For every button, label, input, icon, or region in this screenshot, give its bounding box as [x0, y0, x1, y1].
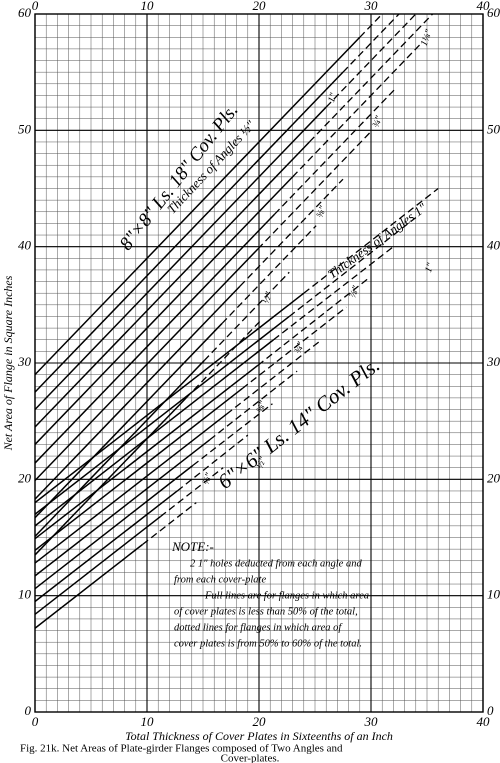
- x-tick-label: 40: [477, 0, 491, 13]
- flange-line: [34, 292, 305, 504]
- flange-line: [192, 403, 273, 466]
- flange-line: [221, 225, 317, 324]
- flange-line: [142, 502, 197, 545]
- annotation: ½": [261, 290, 276, 306]
- flange-line: [209, 370, 298, 441]
- y-axis-title: Net Area of Flange in Square Inches: [1, 275, 15, 451]
- y-tick-label: 0: [487, 703, 494, 718]
- note-line: NOTE:-: [171, 539, 214, 554]
- flange-line: [34, 176, 294, 445]
- flange-line: [274, 89, 395, 215]
- flange-line: [241, 306, 347, 390]
- annotation: ½": [255, 455, 270, 471]
- y-tick-label: 40: [18, 238, 32, 253]
- x-tick-label: 10: [141, 0, 155, 13]
- note-line: from each cover-plate: [174, 574, 266, 585]
- y-tick-label: 50: [487, 121, 500, 136]
- flange-line: [34, 490, 178, 603]
- y-tick-label: 10: [487, 587, 500, 602]
- annotation: ⅝": [255, 399, 270, 415]
- flange-line: [34, 315, 290, 515]
- flange-line: [34, 141, 310, 428]
- x-tick-label: 20: [253, 0, 267, 13]
- flange-line: [34, 543, 143, 629]
- flange-line: [34, 515, 161, 615]
- x-tick-label: 40: [477, 714, 491, 729]
- flange-line: [34, 106, 327, 411]
- flange-line: [359, 13, 383, 38]
- flange-line: [34, 339, 275, 527]
- y-tick-label: 50: [18, 121, 32, 136]
- flange-line: [288, 217, 417, 317]
- note-line: cover plates is from 50% to 60% of the t…: [174, 638, 362, 649]
- annotation: ¾": [293, 340, 308, 356]
- note-line: dotted lines for flanges in which area o…: [174, 622, 343, 633]
- flange-line: [226, 339, 323, 415]
- flange-line: [34, 464, 194, 590]
- flange-line: [34, 397, 187, 556]
- annotation: ⅞": [348, 284, 363, 300]
- flange-line: [34, 413, 227, 564]
- flange-line: [292, 42, 422, 178]
- y-tick-label: 60: [487, 5, 500, 20]
- note-line: 2 1" holes deducted from each angle and: [190, 558, 362, 569]
- plot-frame: [34, 13, 484, 713]
- y-tick-label: 10: [18, 587, 32, 602]
- x-axis-title: Total Thickness of Cover Plates in Sixte…: [125, 729, 393, 743]
- y-tick-label: 60: [18, 5, 32, 20]
- annotation: ⅜": [201, 471, 216, 487]
- flange-line: [34, 439, 211, 577]
- flange-line: [185, 318, 263, 399]
- x-tick-label: 20: [253, 714, 267, 729]
- x-tick-label: 0: [32, 714, 39, 729]
- caption: Fig. 21k. Net Areas of Plate-girder Flan…: [20, 743, 343, 755]
- flange-line: [257, 132, 371, 250]
- flange-line: [303, 187, 439, 294]
- flange-line: [34, 364, 259, 540]
- y-tick-label: 0: [25, 703, 32, 718]
- y-tick-label: 40: [487, 238, 500, 253]
- x-tick-label: 0: [32, 0, 39, 13]
- flange-line: [257, 277, 370, 366]
- flange-line: [34, 36, 361, 376]
- flange-line: [176, 434, 249, 492]
- note-line: Full lines are for flanges in which area: [204, 590, 369, 601]
- y-tick-label: 20: [487, 470, 500, 485]
- flange-line: [34, 213, 276, 464]
- x-tick-label: 10: [141, 714, 155, 729]
- note-line: of cover plates is less than 50% of the …: [174, 606, 358, 617]
- flange-line: [34, 71, 344, 393]
- x-tick-label: 30: [364, 0, 379, 13]
- y-tick-label: 30: [486, 354, 500, 369]
- y-tick-label: 30: [17, 354, 32, 369]
- flange-line: [273, 246, 394, 341]
- annotation: ⅝": [315, 204, 330, 220]
- flange-line: [34, 388, 243, 551]
- y-tick-label: 20: [18, 470, 32, 485]
- flange-line: [342, 13, 400, 73]
- annotation: ¾": [371, 114, 386, 130]
- caption: Cover-plates.: [221, 753, 280, 763]
- flange-line: [308, 13, 434, 143]
- flange-line: [34, 322, 223, 519]
- flange-line: [34, 248, 259, 482]
- flange-line: [160, 467, 224, 518]
- flange-line: [34, 285, 241, 500]
- x-tick-label: 30: [364, 714, 379, 729]
- flange-line: [239, 178, 344, 287]
- flange-line: [203, 271, 290, 362]
